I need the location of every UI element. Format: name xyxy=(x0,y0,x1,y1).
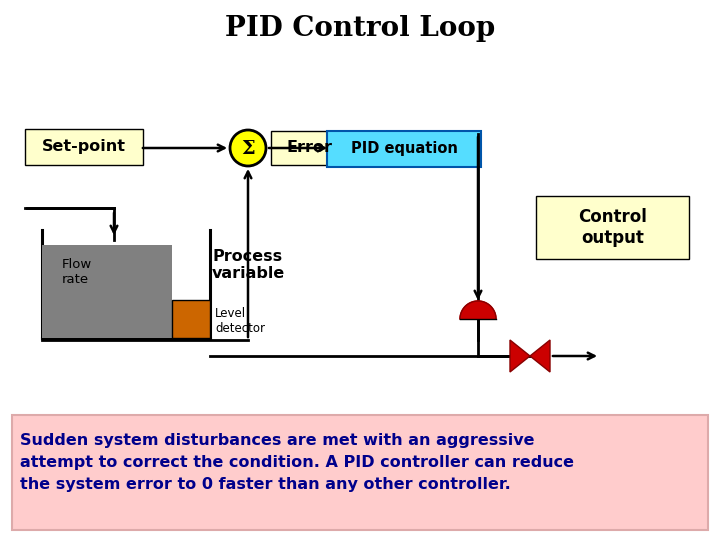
Text: Σ: Σ xyxy=(241,140,255,158)
Polygon shape xyxy=(530,340,550,372)
FancyBboxPatch shape xyxy=(12,415,708,530)
FancyBboxPatch shape xyxy=(25,129,143,165)
Text: Set-point: Set-point xyxy=(42,139,126,154)
FancyBboxPatch shape xyxy=(271,131,349,165)
Circle shape xyxy=(230,130,266,166)
FancyBboxPatch shape xyxy=(536,196,689,259)
Text: Flow
rate: Flow rate xyxy=(62,258,92,286)
Text: Level
detector: Level detector xyxy=(215,307,265,335)
Text: PID equation: PID equation xyxy=(351,141,457,157)
Polygon shape xyxy=(510,340,530,372)
Bar xyxy=(172,300,210,338)
Text: Process
variable: Process variable xyxy=(212,249,284,281)
Text: Sudden system disturbances are met with an aggressive
attempt to correct the con: Sudden system disturbances are met with … xyxy=(20,433,574,492)
FancyBboxPatch shape xyxy=(327,131,481,167)
Text: PID Control Loop: PID Control Loop xyxy=(225,15,495,42)
Text: Control
output: Control output xyxy=(578,208,647,247)
Polygon shape xyxy=(460,301,496,319)
Text: Error: Error xyxy=(287,140,333,156)
Bar xyxy=(42,245,172,338)
